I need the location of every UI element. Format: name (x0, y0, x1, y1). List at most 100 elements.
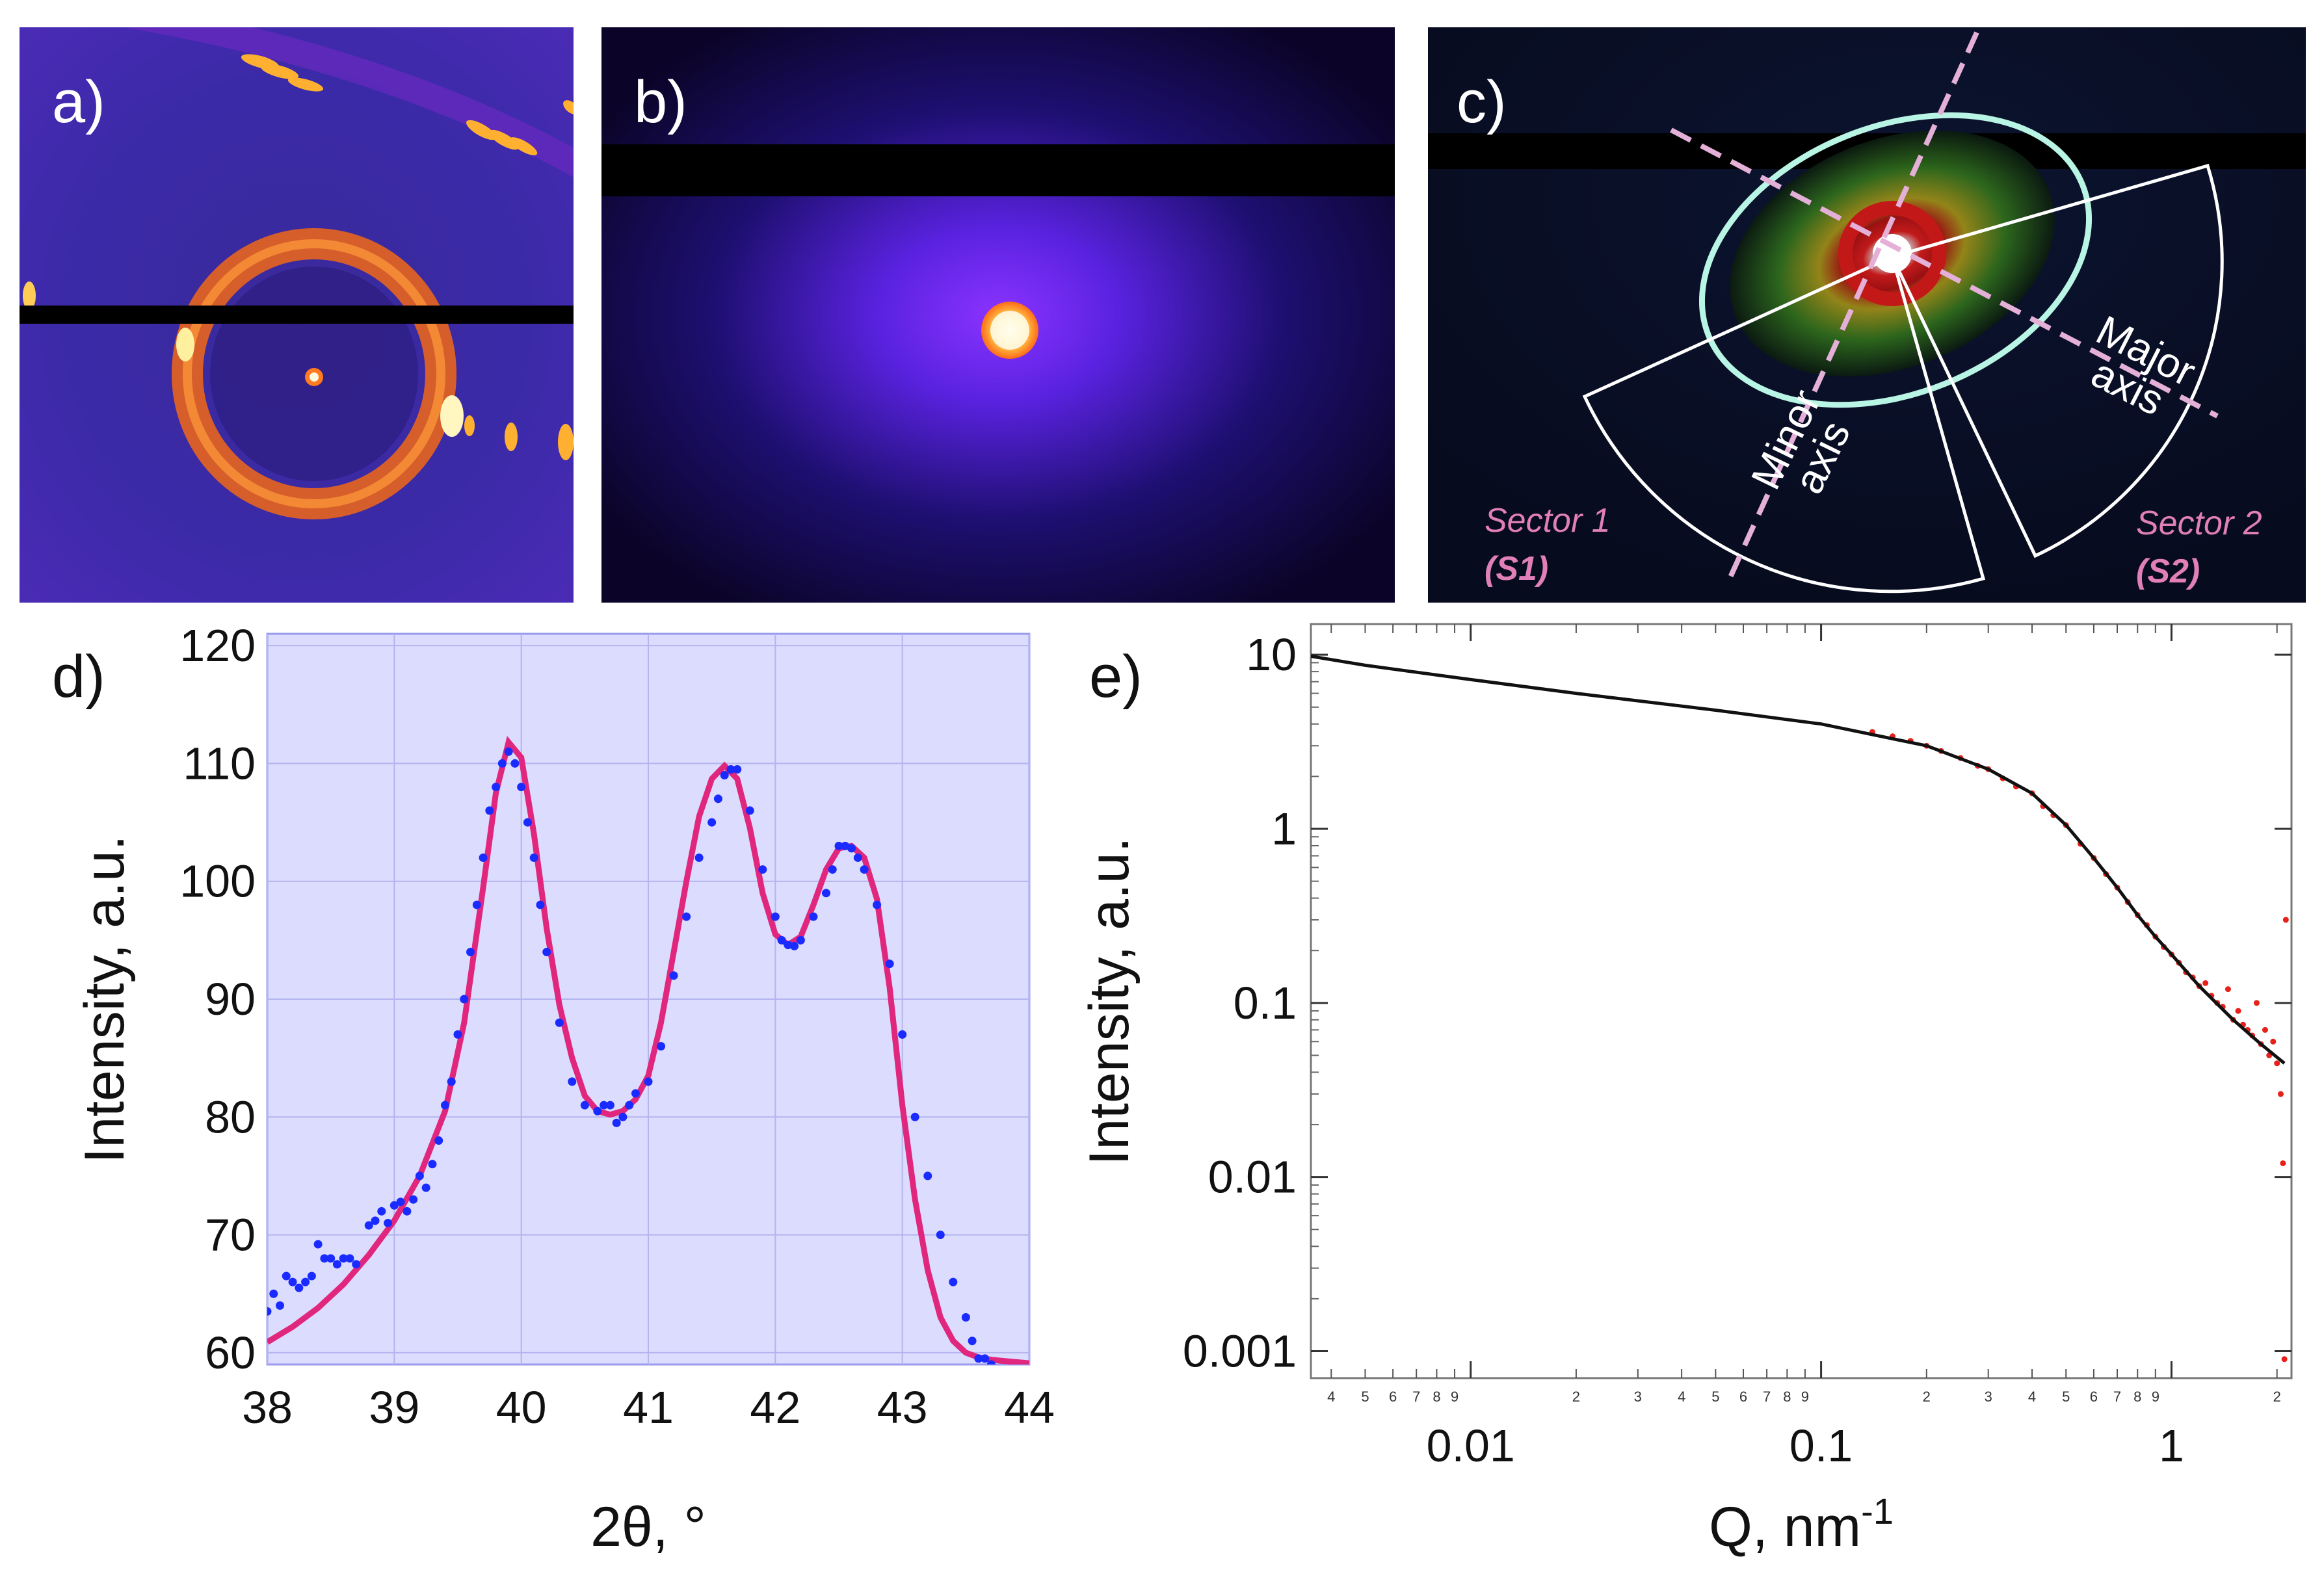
data-point (600, 1101, 609, 1110)
data-point (2270, 1038, 2277, 1045)
data-point (523, 818, 532, 827)
data-point (2277, 1091, 2284, 1097)
data-point (326, 1254, 336, 1263)
data-point (777, 935, 786, 945)
y-tick-label: 110 (183, 738, 256, 789)
data-point (694, 853, 704, 862)
data-point (2282, 917, 2289, 923)
data-point (2274, 1060, 2280, 1067)
data-point (2235, 1008, 2241, 1014)
data-point (2253, 1000, 2260, 1006)
data-point (460, 995, 469, 1004)
data-point (657, 1042, 666, 1051)
data-point (288, 1277, 297, 1286)
data-point (466, 947, 475, 956)
data-point (479, 853, 488, 862)
x-minor-tick-label: 4 (2028, 1389, 2036, 1405)
panel-e-label: e) (1089, 644, 1142, 710)
y-tick-label: 10 (1246, 629, 1297, 680)
fit-ellipse (1698, 112, 2093, 408)
panel-c (1428, 27, 2306, 603)
data-point (415, 1171, 424, 1181)
data-point (276, 1301, 285, 1310)
data-point (2262, 1026, 2268, 1033)
data-point (580, 1101, 589, 1110)
panel-e-ylabel: Intensity, a.u. (1078, 837, 1141, 1165)
data-point (784, 941, 793, 950)
data-point (390, 1201, 399, 1210)
data-point (745, 806, 754, 815)
data-point (860, 865, 869, 874)
beamstop-bar (20, 306, 574, 324)
data-point (377, 1207, 386, 1216)
x-minor-tick-label: 4 (1327, 1389, 1335, 1405)
x-minor-tick-label: 4 (1678, 1389, 1685, 1405)
x-tick-label: 42 (750, 1382, 800, 1433)
data-point (612, 1118, 621, 1127)
data-point (352, 1260, 361, 1269)
fit-curve (267, 736, 1029, 1364)
x-minor-tick-label: 5 (1361, 1389, 1369, 1405)
data-point (267, 1307, 272, 1316)
data-point (771, 912, 780, 921)
x-minor-tick-label: 6 (1389, 1389, 1397, 1405)
x-minor-tick-label: 5 (2062, 1389, 2070, 1405)
data-point (923, 1171, 932, 1181)
data-point (568, 1077, 577, 1086)
panel-a (20, 27, 574, 603)
x-tick-label: 38 (242, 1382, 293, 1433)
panel-d-ticks: 38 39 40 41 42 43 44 60 70 80 90 100 110 120 (179, 620, 1055, 1433)
data-point (981, 1354, 990, 1363)
data-point (720, 771, 729, 780)
x-minor-tick-label: 7 (1763, 1389, 1771, 1405)
data-point (758, 865, 767, 874)
x-tick-label: 41 (623, 1382, 674, 1433)
data-point (733, 764, 742, 774)
beamstop-bar (601, 144, 1395, 196)
svg-text:(S1): (S1) (1485, 550, 1548, 588)
bragg-spots (23, 54, 574, 460)
sector-1-label: Sector 1 (S1) (1485, 502, 1611, 588)
data-point (682, 912, 691, 921)
data-point (485, 806, 494, 815)
data-point (821, 889, 830, 898)
panel-b (601, 27, 1395, 603)
data-point (625, 1101, 634, 1110)
data-point (453, 1030, 462, 1039)
panel-d: 38 39 40 41 42 43 44 60 70 80 90 100 110 120 2θ, ° In… (73, 620, 1055, 1558)
x-tick-label: 1 (2159, 1420, 2184, 1471)
x-minor-tick-label: 8 (2133, 1389, 2141, 1405)
data-points (267, 747, 996, 1364)
panel-e: 0.01 0.1 14 5 6 7 8 9 2 3 4 5 6 7 8 9 2 3 4 5 6 7 8 9 21010.10.0… (1078, 623, 2293, 1558)
data-point (713, 794, 722, 803)
data-point (841, 841, 850, 850)
panel-e-ticks: 0.01 0.1 14 5 6 7 8 9 2 3 4 5 6 7 8 9 2 3 4 5 6 7 8 9 21010.10.0… (1183, 624, 2291, 1471)
data-point (2202, 980, 2209, 986)
data-point (371, 1216, 380, 1225)
data-point (898, 1030, 907, 1039)
y-tick-label: 80 (205, 1091, 256, 1142)
panel-d-label: d) (52, 644, 105, 710)
data-point (428, 1160, 437, 1169)
data-point (986, 1360, 996, 1364)
panel-e-xlabel: Q, nm-1 (1709, 1491, 1894, 1558)
data-point (409, 1195, 418, 1204)
y-tick-label: 0.1 (1234, 978, 1297, 1028)
data-point (605, 1101, 614, 1110)
x-minor-tick-label: 3 (1634, 1389, 1642, 1405)
data-point (269, 1289, 278, 1298)
y-tick-label: 90 (205, 974, 256, 1024)
data-point (910, 1112, 919, 1121)
sector-2 (1890, 163, 2224, 558)
data-point (631, 1089, 640, 1098)
data-point (440, 1101, 449, 1110)
data-point (828, 865, 837, 874)
x-tick-label: 44 (1004, 1382, 1055, 1433)
x-minor-tick-label: 5 (1711, 1389, 1719, 1405)
data-point (847, 844, 856, 853)
data-point (421, 1183, 430, 1192)
outer-arc (123, 27, 574, 177)
data-point (295, 1283, 304, 1292)
fit-curve (1311, 655, 2286, 1065)
